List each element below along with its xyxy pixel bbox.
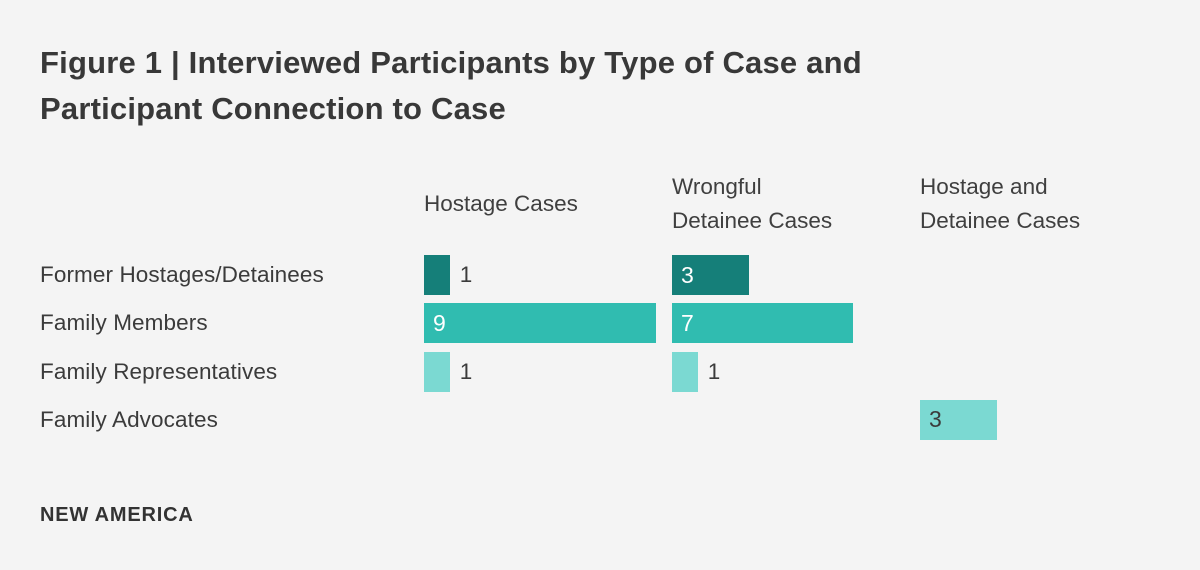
column-header-text: Wrongful	[672, 174, 762, 199]
bar-cell-empty	[920, 352, 1168, 392]
bar-cell: 1	[424, 351, 672, 392]
bar-wrongful-detainee-former-hostages: 3	[672, 255, 750, 295]
bar-cell-empty	[424, 400, 672, 440]
row-label: Family Members	[40, 310, 208, 336]
bar-cell-empty	[672, 400, 920, 440]
bar-wrongful-detainee-family-members: 7	[672, 303, 853, 344]
new-america-logo: NEW AMERICA	[40, 504, 194, 526]
bar-value-label: 1	[459, 262, 473, 287]
column-header-text: Hostage Cases	[424, 191, 578, 216]
bar-cell: 1	[424, 255, 672, 295]
bar-cell: 7	[672, 303, 920, 344]
chart-row-former-hostages-detainees: Former Hostages/Detainees 1 3	[40, 255, 1170, 295]
bar-cell-empty	[920, 303, 1168, 343]
figure-title-line1: Figure 1 | Interviewed Participants by T…	[40, 45, 862, 80]
bar-value-label: 1	[459, 358, 473, 384]
row-label: Former Hostages/Detainees	[40, 262, 324, 287]
bar-cell: 1	[672, 351, 920, 392]
bar-cell-empty	[920, 255, 1168, 295]
column-header-text: Hostage and	[920, 174, 1048, 199]
bar-cell: 3	[672, 255, 920, 295]
bar-value-label: 9	[433, 309, 446, 336]
column-header-wrongful-detainee-cases: Wrongful Detainee Cases	[672, 168, 920, 240]
bar-hostage-cases-family-representatives	[424, 351, 450, 392]
column-header-text: Detainee Cases	[672, 208, 833, 233]
figure-title-line2: Participant Connection to Case	[40, 91, 506, 126]
bar-value-label: 3	[681, 261, 694, 288]
figure-title: Figure 1 | Interviewed Participants by T…	[40, 40, 862, 132]
row-label: Family Representatives	[40, 358, 278, 384]
column-header-hostage-cases: Hostage Cases	[424, 168, 672, 240]
bar-value-label: 3	[929, 406, 942, 433]
bar-hostage-and-detainee-family-advocates: 3	[920, 399, 998, 440]
chart-rows: Former Hostages/Detainees 1 3 Family Mem…	[40, 255, 1170, 448]
chart-row-family-representatives: Family Representatives 1 1	[40, 351, 1170, 392]
column-headers: Hostage Cases Wrongful Detainee Cases Ho…	[424, 168, 1168, 240]
chart-row-family-members: Family Members 9 7	[40, 303, 1170, 344]
column-header-text: Detainee Cases	[920, 208, 1081, 233]
bar-hostage-cases-former-hostages	[424, 255, 450, 295]
bar-value-label: 1	[707, 358, 721, 384]
chart-row-family-advocates: Family Advocates 3	[40, 399, 1170, 440]
row-label: Family Advocates	[40, 406, 218, 432]
bar-cell: 9	[424, 303, 672, 344]
column-header-hostage-and-detainee-cases: Hostage and Detainee Cases	[920, 168, 1168, 240]
bar-wrongful-detainee-family-representatives	[672, 351, 698, 392]
bar-hostage-cases-family-members: 9	[424, 303, 657, 344]
bar-cell: 3	[920, 399, 1168, 440]
bar-value-label: 7	[681, 309, 694, 336]
